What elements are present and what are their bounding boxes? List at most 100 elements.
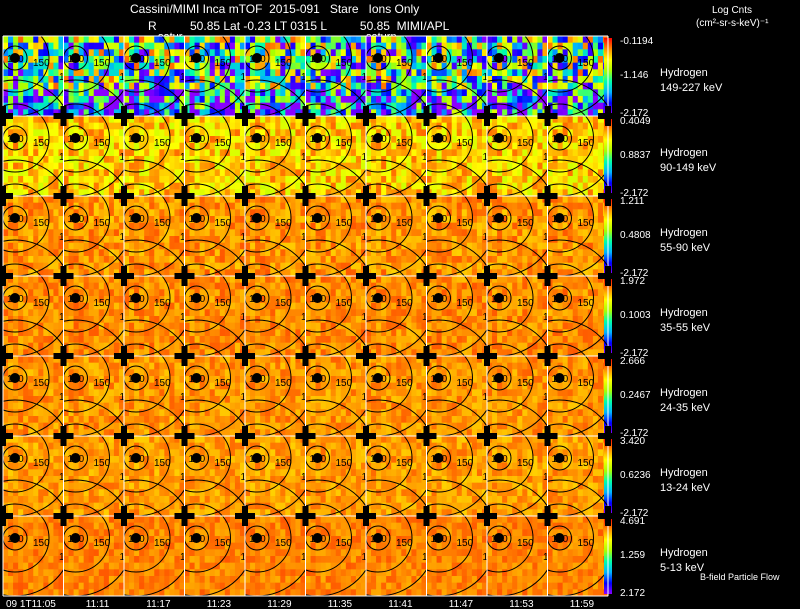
ring-label-150: 150 [154, 218, 171, 229]
ring-label-120: 120 [422, 72, 439, 83]
intersection-mark-v [484, 106, 490, 126]
ring-label-180: 180 [310, 454, 327, 465]
ring-label-180: 180 [370, 454, 387, 465]
ring-label-150: 150 [457, 138, 474, 149]
colorbar-min-2: -2.172 [620, 268, 649, 279]
ring-label-150: 150 [517, 458, 534, 469]
ring-label-120: 120 [180, 72, 197, 83]
ring-label-150: 150 [154, 458, 171, 469]
intersection-mark-v [0, 506, 6, 526]
intersection-mark-v [242, 186, 248, 206]
energy-label-6: 5-13 keV [660, 562, 705, 574]
units-expression: (cm²-sr-s-keV)⁻¹ [696, 18, 769, 29]
ring-label-180: 180 [310, 134, 327, 145]
intersection-mark-v [484, 186, 490, 206]
ring-label-180: 180 [128, 454, 145, 465]
ring-label-120: 120 [543, 392, 560, 403]
ring-label-180: 180 [128, 294, 145, 305]
ring-label-150: 150 [33, 458, 50, 469]
ring-label-180: 180 [491, 374, 508, 385]
ring-label-120: 120 [301, 152, 318, 163]
intersection-mark-v [242, 426, 248, 446]
ring-label-150: 150 [517, 218, 534, 229]
intersection-mark-v [484, 426, 490, 446]
ring-label-180: 180 [249, 454, 266, 465]
ring-label-120: 120 [120, 232, 137, 243]
ring-label-150: 150 [396, 138, 413, 149]
header-title: Cassini/MIMI Inca mTOF 2015-091 Stare Io… [130, 2, 420, 16]
ring-label-180: 180 [370, 294, 387, 305]
species-label-5: Hydrogen [660, 467, 708, 479]
ring-label-120: 120 [483, 392, 500, 403]
intersection-mark-v [121, 426, 127, 446]
panel-r2-c0: 180 150 120 [3, 159, 64, 277]
ring-label-150: 150 [457, 458, 474, 469]
ring-label-180: 180 [249, 374, 266, 385]
panel-r5-c1: 180 150 120 [63, 399, 137, 517]
ring-label-180: 180 [552, 374, 569, 385]
ring-label-180: 180 [431, 54, 448, 65]
intersection-mark-v [605, 106, 611, 126]
ring-label-120: 120 [543, 152, 560, 163]
panel-r2-c6: 180 150 120 [366, 159, 427, 277]
ring-label-120: 120 [59, 472, 76, 483]
ring-label-150: 150 [33, 538, 50, 549]
ring-label-120: 120 [180, 152, 197, 163]
ring-label-180: 180 [310, 374, 327, 385]
ring-label-120: 120 [180, 312, 197, 323]
panel-r4-c2: 180 150 120 [124, 319, 185, 437]
ring-label-180: 180 [491, 454, 508, 465]
ring-label-120: 120 [59, 72, 76, 83]
ring-label-150: 150 [457, 298, 474, 309]
intersection-mark-v [181, 506, 188, 526]
ring-label-120: 120 [483, 232, 500, 243]
intersection-mark-v [0, 266, 6, 286]
ring-label-180: 180 [249, 294, 266, 305]
intersection-mark-v [544, 186, 551, 206]
ring-label-120: 120 [422, 472, 439, 483]
intersection-mark-h [0, 433, 13, 439]
ring-label-120: 120 [241, 392, 258, 403]
time-label-9: 11:59 [570, 599, 595, 609]
intersection-mark-v [60, 266, 67, 286]
time-label-0: 09 1T11:05 [6, 599, 56, 609]
ring-label-180: 180 [552, 534, 569, 545]
intersection-mark-v [60, 346, 67, 366]
ring-label-150: 150 [578, 298, 595, 309]
ring-label-180: 180 [491, 534, 508, 545]
panel-r6-c5: 180 150 120 [305, 479, 367, 597]
ring-label-180: 180 [189, 374, 206, 385]
ring-label-150: 150 [336, 218, 353, 229]
intersection-mark-v [423, 346, 430, 366]
species-label-3: Hydrogen [660, 307, 708, 319]
intersection-mark-v [0, 426, 6, 446]
ring-label-150: 150 [517, 298, 534, 309]
ring-label-120: 120 [301, 312, 318, 323]
panel-r4-c6: 180 150 120 [366, 319, 427, 437]
ring-label-120: 120 [362, 472, 379, 483]
intersection-mark-v [242, 106, 248, 126]
ring-label-120: 120 [120, 72, 137, 83]
panel-r4-c8: 180 150 120 [487, 319, 560, 437]
ring-label-120: 120 [120, 472, 137, 483]
ring-label-120: 120 [483, 72, 500, 83]
intersection-mark-v [181, 426, 188, 446]
ring-label-180: 180 [68, 294, 85, 305]
colorbar-max-5: 3.420 [620, 436, 645, 447]
colorbar-max-4: 2.666 [620, 356, 645, 367]
ring-label-180: 180 [552, 454, 569, 465]
ring-label-180: 180 [310, 214, 327, 225]
ring-label-180: 180 [128, 214, 145, 225]
energy-label-3: 35-55 keV [660, 322, 711, 334]
intersection-mark-v [0, 106, 6, 126]
ring-label-150: 150 [396, 458, 413, 469]
ring-label-150: 150 [33, 298, 50, 309]
ring-label-150: 150 [215, 298, 232, 309]
panel-r5-c0: 180 150 120 [3, 399, 76, 517]
ring-label-180: 180 [431, 534, 448, 545]
intersection-mark-v [181, 186, 188, 206]
colorbar-max-3: 1.972 [620, 276, 645, 287]
intersection-mark-v [242, 506, 248, 526]
panel-r2-c3: 180 150 120 [184, 159, 246, 277]
colorbar-min-1: -2.172 [620, 188, 649, 199]
